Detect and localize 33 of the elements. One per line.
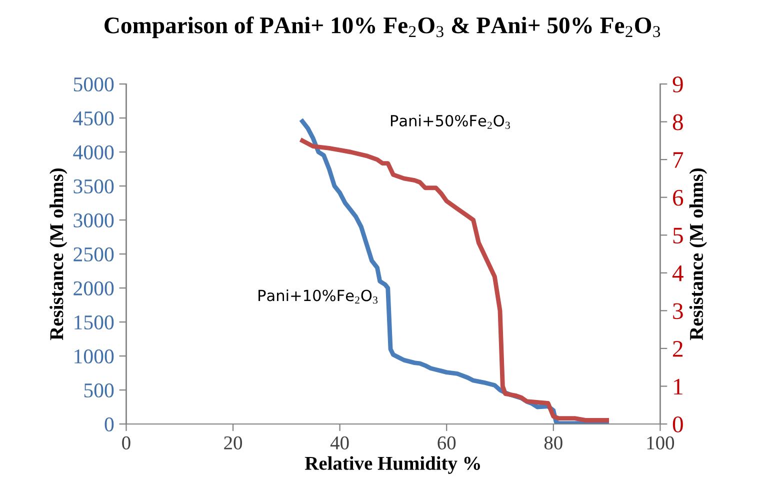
- y2-tick-label: 9: [672, 76, 683, 92]
- x-tick-label: 0: [122, 436, 130, 450]
- y-tick-label: 1000: [74, 349, 114, 364]
- y-tick-label: 5000: [74, 77, 114, 92]
- chart-title: Comparison of PAni+ 10% Fe$_{2}$O$_{3}$ & PAni+ 50% Fe$_{2}$O$_{3}$: [104, 16, 660, 38]
- y2-tick-label: 2: [673, 341, 683, 357]
- y-tick-label: 0: [104, 417, 114, 432]
- y-tick-label: 1500: [74, 315, 114, 330]
- y2-axis-title: Resistance (M ohms): [689, 168, 707, 340]
- x-tick-label: 20: [224, 436, 242, 450]
- y-tick-label: 2000: [74, 281, 114, 296]
- y-tick-label: 4500: [73, 111, 114, 126]
- y-tick-label: 4000: [73, 145, 114, 160]
- y-axis-title: Resistance (M ohms): [50, 168, 68, 340]
- series-label: Pani+10%Fe$_{2}$O$_{3}$: [258, 289, 378, 304]
- y-tick-label: 500: [84, 383, 114, 398]
- x-tick-label: 100: [647, 436, 674, 450]
- y-tick-label: 2500: [74, 247, 114, 262]
- y2-tick-label: 5: [673, 228, 683, 244]
- y2-tick-label: 4: [672, 266, 684, 282]
- text: Pani+50%Fe$_{2}$O$_{3}$: [390, 114, 510, 129]
- x-axis-title: Relative Humidity %: [304, 456, 480, 474]
- y2-tick-label: 0: [672, 416, 683, 432]
- y2-tick-label: 8: [672, 114, 683, 130]
- x-tick-label: 40: [330, 436, 349, 450]
- x-tick-label: 80: [544, 436, 562, 450]
- y-tick-label: 3000: [74, 213, 114, 228]
- y2-tick-label: 3: [673, 303, 683, 320]
- y-tick-label: 3500: [74, 179, 114, 194]
- y2-tick-label: 1: [674, 378, 682, 394]
- y2-tick-label: 7: [674, 152, 684, 168]
- x-tick-label: 60: [438, 436, 456, 450]
- y2-tick-label: 6: [673, 190, 684, 206]
